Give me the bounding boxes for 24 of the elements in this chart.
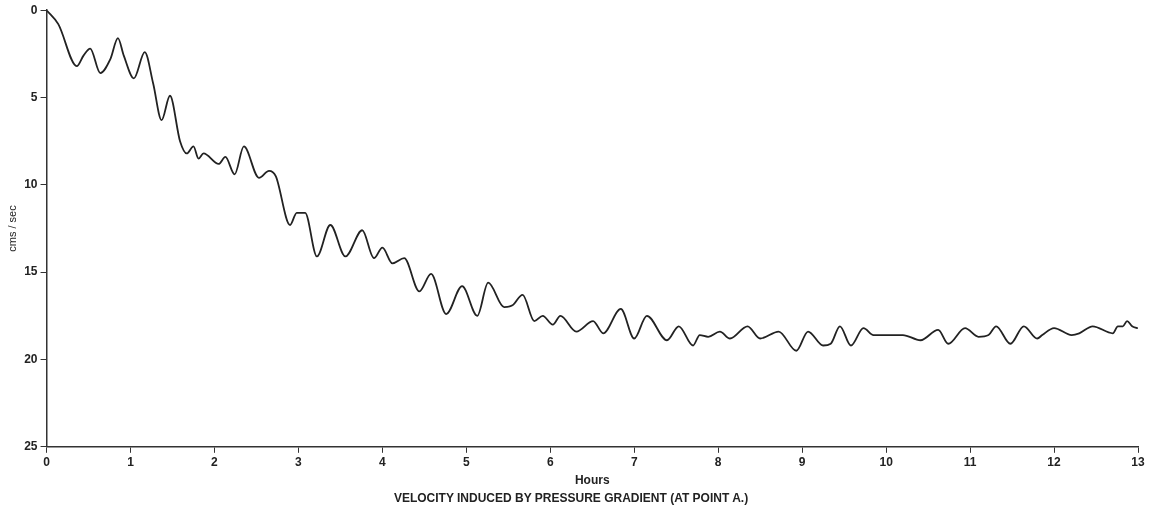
y-tick-label: 0 — [30, 2, 38, 17]
x-tick-label: 5 — [462, 455, 470, 470]
x-tick-label: 11 — [963, 455, 977, 470]
x-tick-label: 3 — [295, 455, 303, 470]
y-tick-label: 25 — [24, 439, 38, 454]
y-tick-label: 15 — [24, 264, 38, 279]
x-tick-label: 9 — [798, 455, 806, 470]
line-series — [46, 10, 1138, 352]
x-tick-label: 1 — [127, 455, 135, 470]
x-tick-label: 10 — [879, 455, 894, 470]
y-tick-label: 20 — [24, 351, 38, 366]
x-tick-label: 8 — [714, 455, 722, 470]
x-tick-label: 13 — [1131, 455, 1145, 470]
y-tick-label: 5 — [30, 89, 38, 104]
x-axis-title: Hours — [574, 472, 610, 487]
x-tick-label: 2 — [211, 455, 219, 470]
x-tick-label: 4 — [379, 455, 387, 470]
y-tick-label: 10 — [24, 177, 38, 192]
x-tick-label: 0 — [43, 455, 51, 470]
x-tick-label: 6 — [546, 455, 554, 470]
x-tick-label: 12 — [1047, 455, 1062, 470]
x-tick-label: 7 — [630, 455, 638, 470]
y-axis-title: cms / sec — [5, 204, 18, 252]
text: VELOCITY INDUCED BY PRESSURE GRADIENT (AT POINT A.) — [393, 491, 749, 506]
